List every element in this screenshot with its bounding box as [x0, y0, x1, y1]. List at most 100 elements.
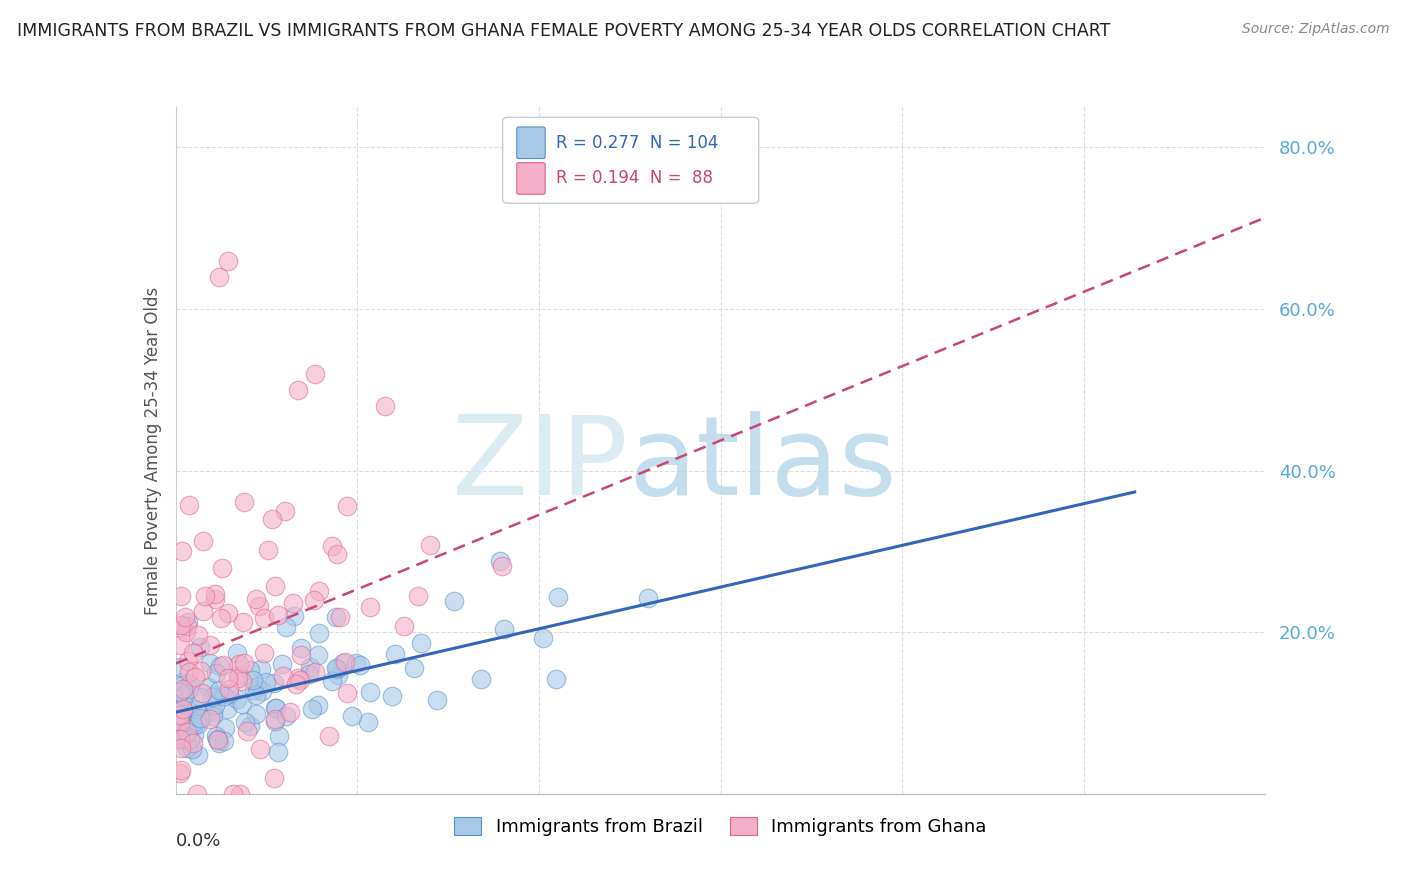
Point	[402, 661, 425, 675]
Point	[170, 618, 193, 632]
Text: Source: ZipAtlas.com: Source: ZipAtlas.com	[1241, 22, 1389, 37]
Point	[247, 599, 270, 614]
Point	[179, 731, 201, 746]
Point	[201, 690, 224, 704]
Point	[283, 596, 305, 610]
Point	[342, 709, 364, 723]
Point	[200, 656, 222, 670]
Point	[188, 711, 211, 725]
Point	[202, 708, 225, 723]
Text: ZIP: ZIP	[453, 410, 628, 517]
Point	[208, 659, 231, 673]
Point	[207, 733, 229, 747]
Text: R = 0.194  N =  88: R = 0.194 N = 88	[555, 169, 713, 187]
Point	[169, 638, 191, 652]
Point	[250, 662, 273, 676]
Point	[280, 705, 302, 719]
Point	[177, 499, 200, 513]
Point	[357, 715, 380, 730]
Point	[231, 673, 253, 688]
Point	[193, 534, 215, 549]
Point	[169, 715, 191, 730]
Point	[257, 542, 280, 557]
Point	[174, 729, 197, 743]
Point	[285, 677, 308, 691]
Point	[233, 495, 256, 509]
Point	[304, 665, 326, 680]
Point	[169, 766, 191, 780]
Point	[333, 655, 356, 669]
Point	[200, 638, 222, 652]
Point	[263, 676, 285, 690]
Point	[174, 625, 197, 640]
Point	[245, 591, 267, 606]
Point	[260, 512, 283, 526]
Point	[232, 615, 254, 629]
Point	[226, 692, 249, 706]
Point	[336, 500, 359, 514]
Text: 0.0%: 0.0%	[176, 831, 221, 850]
Point	[325, 610, 347, 624]
Point	[170, 679, 193, 693]
Point	[204, 688, 226, 702]
Point	[212, 734, 235, 748]
Point	[287, 383, 309, 397]
Point	[308, 584, 330, 599]
Point	[264, 714, 287, 728]
Point	[184, 670, 207, 684]
Point	[181, 716, 204, 731]
Point	[307, 698, 329, 712]
Point	[204, 698, 226, 713]
Point	[190, 711, 212, 725]
Point	[177, 654, 200, 668]
Point	[263, 771, 285, 785]
Point	[191, 685, 214, 699]
Text: atlas: atlas	[628, 410, 897, 517]
Point	[349, 657, 371, 672]
Point	[176, 725, 198, 739]
Point	[381, 690, 404, 704]
Point	[179, 665, 201, 679]
Point	[172, 702, 194, 716]
Point	[394, 619, 416, 633]
Point	[207, 683, 229, 698]
Point	[264, 712, 287, 726]
Point	[236, 724, 259, 739]
Point	[198, 711, 221, 725]
Point	[170, 707, 193, 722]
Point	[298, 659, 321, 673]
Point	[304, 367, 326, 381]
Point	[179, 681, 201, 696]
Point	[181, 742, 204, 756]
Point	[491, 559, 513, 574]
Point	[179, 677, 201, 691]
Point	[287, 672, 309, 686]
Point	[172, 543, 194, 558]
Point	[326, 547, 349, 561]
Point	[235, 714, 257, 729]
Point	[187, 628, 209, 642]
Point	[194, 589, 217, 603]
Point	[228, 657, 250, 671]
Point	[419, 538, 441, 552]
Point	[318, 730, 340, 744]
Point	[170, 740, 193, 755]
Point	[215, 702, 238, 716]
Point	[267, 607, 290, 622]
Point	[225, 646, 247, 660]
Point	[290, 648, 312, 663]
Point	[183, 718, 205, 732]
Point	[264, 700, 287, 714]
Point	[266, 746, 288, 760]
Point	[531, 631, 554, 645]
Point	[181, 646, 204, 660]
Point	[169, 731, 191, 746]
Point	[188, 640, 211, 654]
FancyBboxPatch shape	[517, 127, 546, 159]
Point	[169, 727, 191, 741]
Point	[222, 787, 245, 801]
Point	[204, 587, 226, 601]
Point	[205, 731, 228, 746]
Point	[329, 610, 352, 624]
Point	[249, 742, 271, 756]
